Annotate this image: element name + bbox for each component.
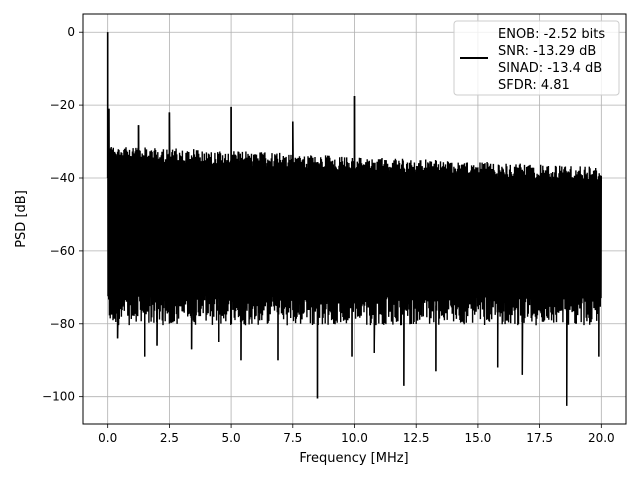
legend-label-line: ENOB: -2.52 bits [498,27,605,42]
legend: ENOB: -2.52 bits SNR: -13.29 dB SINAD: -13… [453,20,620,96]
x-axis-label: Frequency [MHz] [299,451,408,466]
y-tick-label: −80 [50,317,75,331]
legend-box [453,20,620,96]
x-tick-label: 15.0 [465,431,492,445]
plot-area [106,32,602,406]
x-tick-label: 10.0 [341,431,368,445]
y-tick-label: −40 [50,171,75,185]
x-tick-label: 7.5 [283,431,302,445]
x-tick-label: 2.5 [160,431,179,445]
psd-series-line [107,32,602,406]
x-tick-label: 0.0 [98,431,117,445]
y-tick-label: −60 [50,244,75,258]
x-tick-label: 12.5 [403,431,430,445]
legend-label: ENOB: -2.52 bits SNR: -13.29 dB SINAD: -13… [498,27,605,93]
x-tick-label: 17.5 [526,431,553,445]
y-axis-ticks: 0 −20 −40 −60 −80 −100 [42,25,83,404]
y-tick-label: −20 [50,98,75,112]
legend-label-line: SNR: -13.29 dB [498,44,596,59]
x-tick-label: 20.0 [588,431,615,445]
x-tick-label: 5.0 [222,431,241,445]
legend-label-line: SINAD: -13.4 dB [498,61,602,76]
legend-label-line: SFDR: 4.81 [498,78,570,93]
x-axis-ticks: 0.0 2.5 5.0 7.5 10.0 12.5 15.0 17.5 20.0 [98,424,615,445]
y-axis-label: PSD [dB] [14,190,29,248]
y-tick-label: 0 [67,25,75,39]
y-tick-label: −100 [42,390,75,404]
